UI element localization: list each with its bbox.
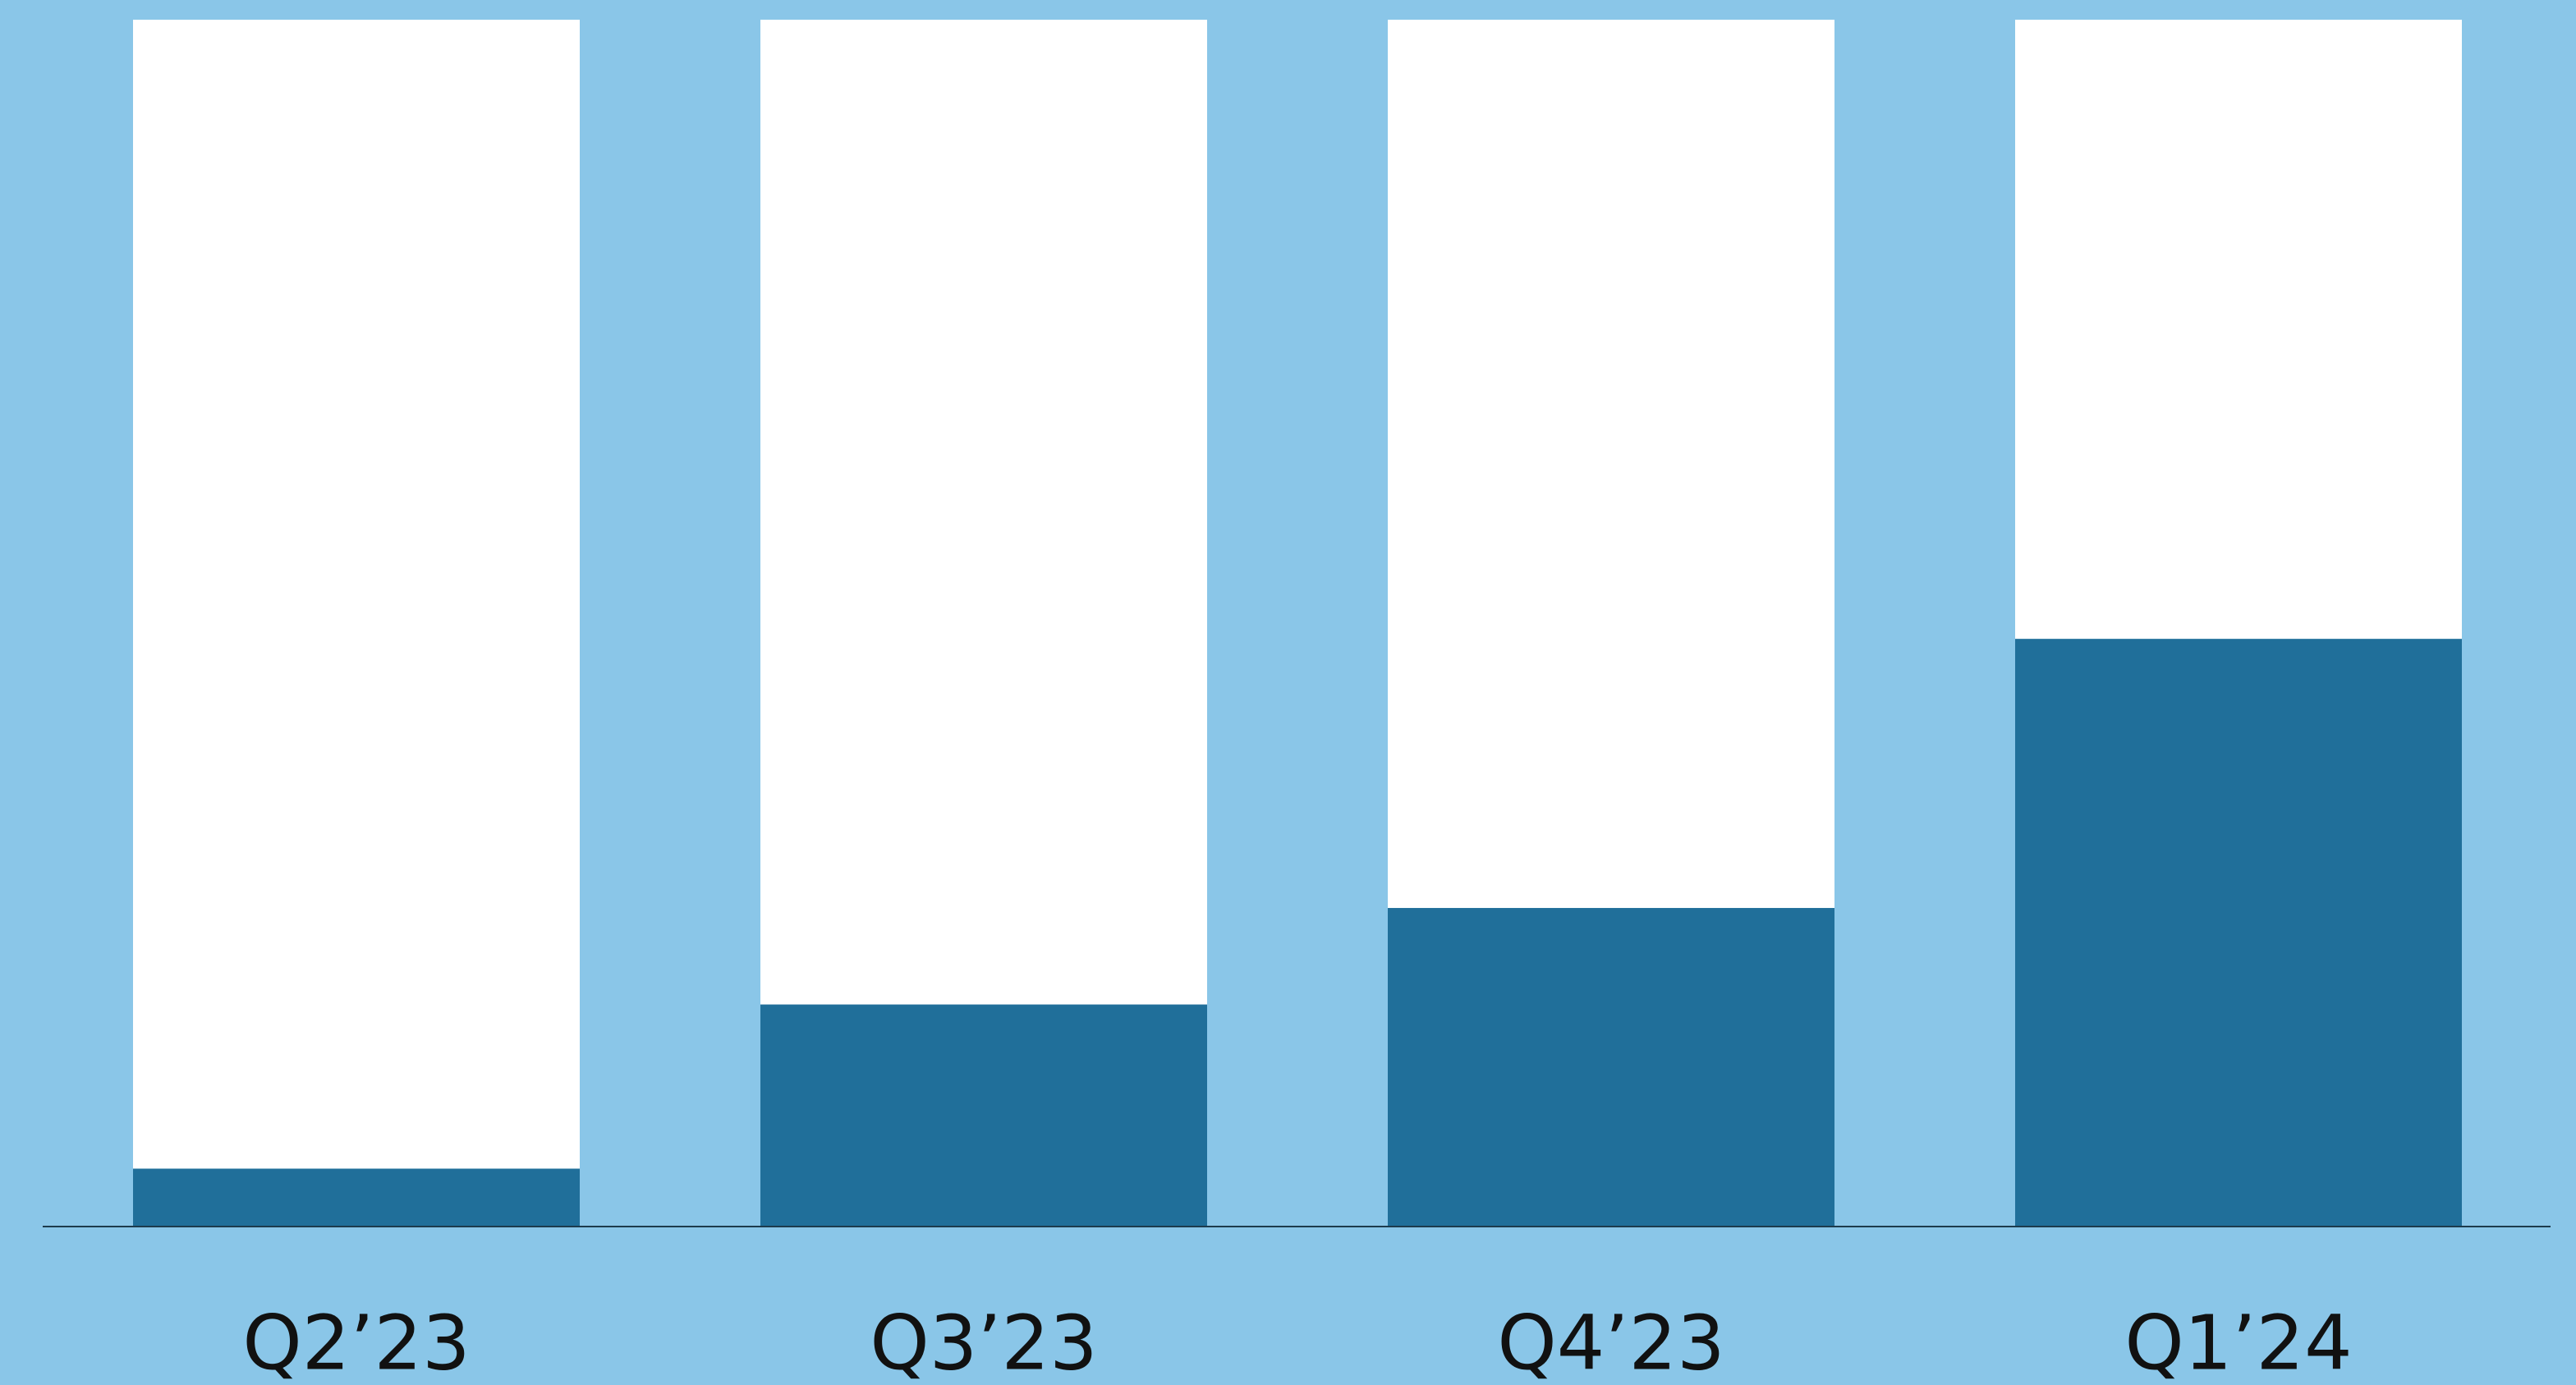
- x-tick-label: Q1’24: [2124, 1299, 2352, 1385]
- x-tick-label: Q4’23: [1497, 1299, 1724, 1385]
- bar-segment: [1388, 907, 1834, 1227]
- x-tick-label: Q2’23: [242, 1299, 470, 1385]
- bar-segment: [760, 1004, 1207, 1227]
- bar-segment: [760, 20, 1207, 1005]
- bar-segment: [2015, 639, 2462, 1227]
- bar-segment: [2015, 20, 2462, 640]
- bar-segment: [133, 20, 580, 1169]
- bar-segment: [1388, 20, 1834, 908]
- x-tick-label: Q3’23: [870, 1299, 1097, 1385]
- bar-segment: [133, 1168, 580, 1227]
